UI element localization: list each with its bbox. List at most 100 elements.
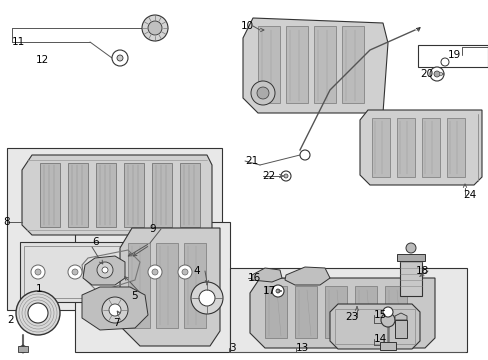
Text: 19: 19 [447, 50, 460, 60]
Text: 22: 22 [262, 171, 275, 181]
Text: 17: 17 [263, 286, 276, 296]
Text: 10: 10 [241, 21, 254, 31]
Circle shape [405, 243, 415, 253]
Polygon shape [22, 155, 212, 235]
Circle shape [152, 269, 158, 275]
Bar [341, 26, 363, 103]
Polygon shape [394, 313, 406, 320]
Text: 5: 5 [131, 291, 137, 301]
Circle shape [257, 87, 268, 99]
Text: 8: 8 [3, 217, 10, 227]
Bar [24, 246, 201, 298]
Bar [96, 163, 116, 227]
Polygon shape [83, 256, 125, 285]
Bar [379, 342, 395, 350]
Text: 6: 6 [92, 237, 99, 247]
Bar [384, 286, 406, 338]
Text: 7: 7 [113, 318, 120, 328]
Circle shape [178, 265, 192, 279]
Circle shape [108, 265, 122, 279]
Bar [399, 258, 421, 296]
Bar [421, 118, 439, 177]
Bar [229, 268, 466, 352]
Bar [396, 118, 414, 177]
Circle shape [284, 174, 287, 178]
Bar [417, 45, 487, 67]
Circle shape [440, 58, 448, 66]
Polygon shape [251, 268, 282, 282]
Bar [285, 26, 307, 103]
Circle shape [102, 267, 108, 273]
Text: 20: 20 [419, 69, 432, 79]
Circle shape [16, 291, 60, 335]
Bar [313, 26, 335, 103]
Bar [371, 118, 389, 177]
Circle shape [182, 269, 187, 275]
Circle shape [109, 304, 121, 316]
Circle shape [275, 289, 280, 293]
Bar [75, 222, 229, 352]
Circle shape [271, 285, 284, 297]
Bar [20, 242, 204, 302]
Circle shape [191, 282, 223, 314]
Text: 1: 1 [35, 284, 42, 294]
Circle shape [142, 15, 168, 41]
Text: 4: 4 [193, 266, 199, 276]
Circle shape [199, 290, 215, 306]
Polygon shape [329, 304, 419, 349]
Polygon shape [120, 228, 220, 346]
Circle shape [117, 55, 123, 61]
Bar [40, 163, 60, 227]
Text: 11: 11 [12, 37, 25, 47]
Circle shape [102, 297, 128, 323]
Text: 14: 14 [373, 334, 386, 344]
Text: 23: 23 [345, 312, 358, 322]
Text: 2: 2 [7, 315, 14, 325]
Bar [294, 286, 316, 338]
Bar [396, 254, 424, 261]
Polygon shape [359, 110, 481, 185]
Text: 21: 21 [244, 156, 258, 166]
Bar [156, 243, 178, 328]
Circle shape [148, 265, 162, 279]
Circle shape [299, 150, 309, 160]
Polygon shape [285, 267, 329, 285]
Circle shape [68, 265, 82, 279]
Circle shape [35, 269, 41, 275]
Text: 12: 12 [36, 55, 49, 65]
Text: 24: 24 [462, 190, 475, 200]
Bar [18, 346, 28, 352]
Text: 16: 16 [247, 273, 261, 283]
Bar [180, 163, 200, 227]
Circle shape [281, 171, 290, 181]
Circle shape [148, 21, 162, 35]
Bar [68, 163, 88, 227]
Text: 18: 18 [415, 266, 428, 276]
Polygon shape [243, 18, 387, 113]
Circle shape [250, 81, 274, 105]
Bar [264, 286, 286, 338]
Polygon shape [82, 287, 148, 330]
Bar [128, 243, 150, 328]
Bar [183, 243, 205, 328]
Bar [124, 163, 143, 227]
Bar [354, 286, 376, 338]
Circle shape [31, 265, 45, 279]
Circle shape [97, 262, 113, 278]
Circle shape [382, 307, 392, 317]
Bar [152, 163, 172, 227]
Circle shape [112, 269, 118, 275]
Text: 9: 9 [149, 224, 155, 234]
Circle shape [72, 269, 78, 275]
Circle shape [28, 303, 48, 323]
Bar [7, 148, 222, 310]
Polygon shape [249, 278, 434, 348]
Bar [325, 286, 346, 338]
Circle shape [112, 50, 128, 66]
Bar [394, 320, 406, 338]
Circle shape [429, 67, 443, 81]
Bar [334, 309, 414, 344]
Circle shape [433, 71, 439, 77]
Text: 3: 3 [228, 343, 235, 353]
Text: 13: 13 [295, 343, 308, 353]
